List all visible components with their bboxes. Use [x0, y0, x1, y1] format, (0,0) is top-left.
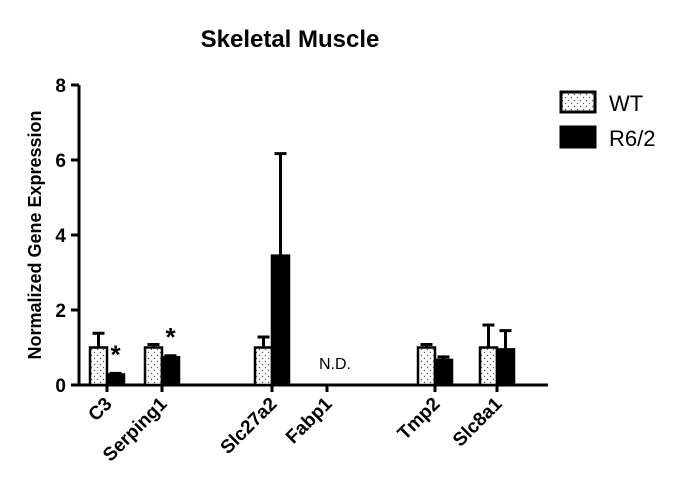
bar-r6-2-slc27a2: [270, 254, 291, 387]
x-tick-label-c3: C3: [85, 394, 117, 426]
x-tick-label-fabp1: Fabp1: [282, 393, 337, 448]
bar-wt-c3: [88, 346, 109, 387]
y-tick-label: 6: [55, 151, 66, 172]
y-tick-label: 2: [55, 301, 66, 322]
legend: WT R6/2: [559, 90, 655, 151]
bar-wt-tmp2: [416, 346, 437, 387]
significance-marker: *: [110, 339, 121, 369]
x-tick-label-slc27a2: Slc27a2: [217, 394, 282, 459]
y-axis-label: Normalized Gene Expression: [25, 110, 45, 359]
legend-swatch-r6-2: [559, 125, 597, 149]
bar-r6-2-c3: [105, 373, 126, 387]
chart-title: Skeletal Muscle: [201, 26, 380, 53]
legend-label-wt: WT: [609, 91, 643, 116]
bar-r6-2-serping1: [160, 356, 181, 387]
not-detected-label: N.D.: [319, 356, 351, 373]
y-tick-label: 0: [55, 376, 66, 397]
significance-marker: *: [165, 322, 176, 352]
legend-swatch-wt: [559, 90, 597, 114]
bar-wt-slc27a2: [253, 346, 274, 387]
y-tick-label: 8: [55, 76, 66, 97]
legend-label-r6-2: R6/2: [609, 126, 655, 151]
bar-wt-serping1: [143, 346, 164, 387]
x-tick-label-slc8a1: Slc8a1: [449, 393, 507, 451]
axes: 0 2 4 6 8: [55, 76, 548, 397]
x-tick-label-tmp2: Tmp2: [394, 394, 445, 445]
bar-r6-2-slc8a1: [495, 348, 516, 387]
y-tick-label: 4: [55, 226, 66, 247]
annotations: * * N.D.: [110, 322, 351, 373]
bars: [88, 152, 516, 387]
bar-wt-slc8a1: [478, 346, 499, 387]
bar-r6-2-tmp2: [433, 358, 454, 387]
